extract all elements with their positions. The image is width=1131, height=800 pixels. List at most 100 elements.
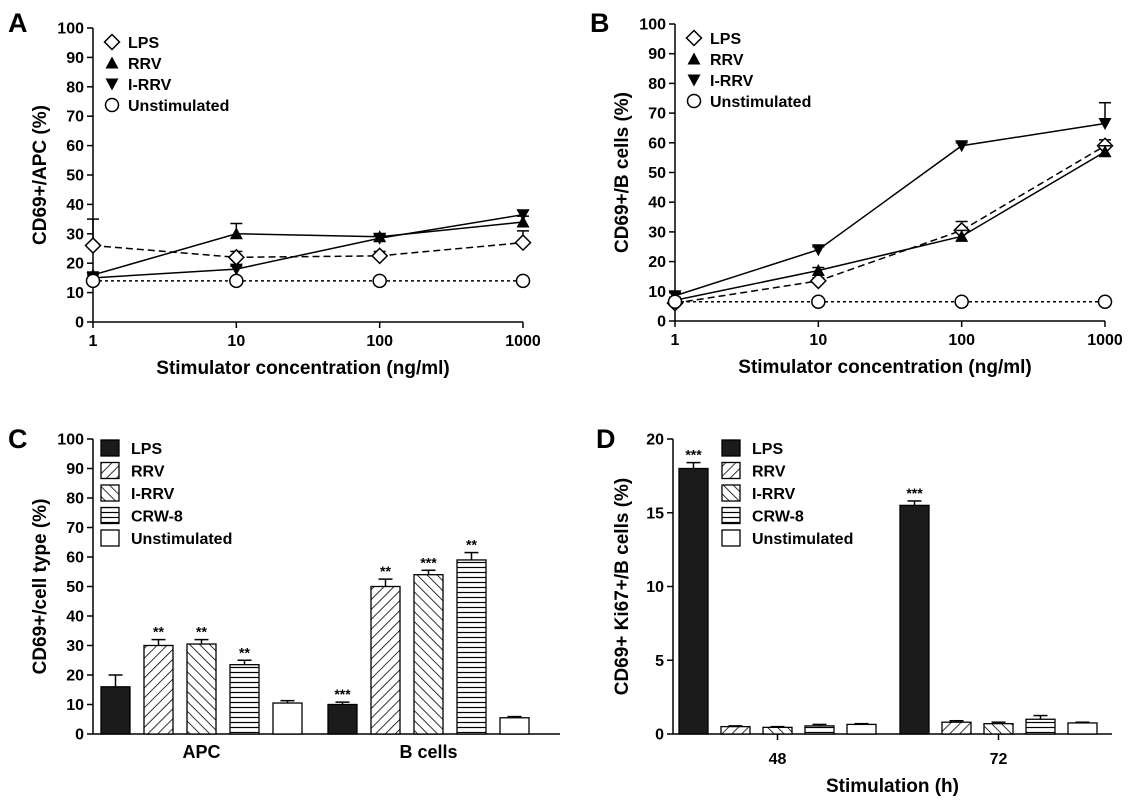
y-tick-label: 20 (648, 254, 666, 271)
bar-rrv (143, 644, 174, 735)
panel-letter-c: C (8, 424, 28, 454)
bar-rrv (720, 725, 751, 735)
data-point (372, 273, 387, 289)
legend-label: I-RRV (131, 486, 175, 503)
bar-rrv (941, 721, 972, 735)
category-label: 48 (769, 751, 787, 768)
legend-swatch (100, 461, 120, 480)
legend-label: Unstimulated (710, 94, 811, 111)
legend-label: RRV (128, 56, 162, 73)
y-tick-label: 90 (66, 50, 84, 67)
data-point (1098, 117, 1112, 130)
legend-marker (105, 56, 119, 69)
legend-label: CRW-8 (752, 509, 804, 526)
data-point (955, 229, 969, 242)
data-point (1097, 294, 1113, 309)
significance-label: ** (196, 624, 207, 640)
y-tick-label: 10 (66, 697, 84, 714)
chart-panel-c: 0 10 20 30 40 50 60 70 80 90 100 CD69+/cell type (%… (30, 432, 560, 762)
data-point (84, 236, 102, 255)
y-tick-label: 15 (646, 505, 664, 522)
series-line (92, 241, 524, 259)
y-tick-label: 10 (646, 579, 664, 596)
category-label: B cells (399, 742, 457, 762)
series-line (674, 122, 1106, 297)
legend-marker (687, 74, 701, 87)
bar-i-rrv (762, 726, 793, 735)
significance-label: *** (906, 485, 923, 501)
series-line (92, 213, 524, 279)
legend-label: LPS (710, 31, 741, 48)
y-axis-title: CD69+/cell type (%) (30, 499, 51, 675)
x-tick-label: 10 (809, 332, 827, 349)
legend-label: I-RRV (128, 77, 172, 94)
legend-label: Unstimulated (131, 531, 232, 548)
y-tick-label: 40 (66, 197, 84, 214)
data-point (229, 273, 244, 289)
legend-marker (103, 33, 121, 51)
y-tick-label: 40 (66, 609, 84, 626)
data-point (229, 227, 243, 240)
legend-label: LPS (752, 441, 783, 458)
y-tick-label: 80 (66, 491, 84, 508)
y-tick-label: 70 (66, 109, 84, 126)
bar-unstimulated (272, 702, 303, 735)
legend-label: I-RRV (752, 486, 796, 503)
data-point (954, 294, 969, 309)
data-point (514, 234, 532, 252)
legend-swatch (721, 439, 741, 457)
bar-rrv (370, 585, 401, 735)
series-unstimulated (667, 294, 1113, 309)
y-tick-label: 50 (648, 165, 666, 182)
legend: LPS RRV I-RRV Unstimulated (103, 33, 229, 115)
legend-label: LPS (131, 441, 162, 458)
series-lps (666, 137, 1114, 312)
series-rrv (668, 145, 1112, 306)
legend-marker (104, 97, 120, 113)
bar-lps (327, 703, 358, 735)
legend-swatch (100, 529, 120, 547)
legend: LPS RRV I-RRV CRW-8 Unstimulated (721, 439, 853, 548)
y-tick-label: 100 (57, 21, 84, 38)
y-tick-label: 20 (66, 256, 84, 273)
y-tick-label: 0 (75, 727, 84, 744)
y-axis-title: CD69+ Ki67+/B cells (%) (612, 478, 633, 696)
legend-label: I-RRV (710, 73, 754, 90)
legend-swatch (721, 484, 741, 502)
significance-label: ** (466, 537, 477, 553)
data-point (371, 247, 389, 265)
legend-marker (105, 78, 119, 91)
data-point (811, 244, 825, 257)
y-tick-label: 20 (66, 668, 84, 685)
legend-label: CRW-8 (131, 509, 183, 526)
data-point (516, 209, 530, 222)
y-tick-label: 70 (66, 520, 84, 537)
x-tick-label: 100 (366, 333, 393, 350)
y-axis-title: CD69+/B cells (%) (612, 92, 633, 253)
significance-label: *** (334, 686, 351, 702)
category-label: 72 (990, 751, 1008, 768)
series-unstimulated (85, 273, 531, 289)
x-tick-label: 10 (227, 333, 245, 350)
legend-label: Unstimulated (128, 98, 229, 115)
y-tick-label: 60 (66, 550, 84, 567)
legend-swatch (721, 506, 741, 525)
category-72: *** 72 (899, 485, 1098, 768)
legend-swatch (100, 506, 120, 525)
legend-label: RRV (131, 464, 165, 481)
legend-marker (685, 29, 703, 47)
chart-panel-a: 0 10 20 30 40 50 60 70 80 90 100 CD69+/APC (%) 1 10 10… (30, 21, 541, 380)
y-tick-label: 30 (648, 224, 666, 241)
data-point (811, 264, 825, 277)
y-tick-label: 100 (57, 432, 84, 449)
series-i-rrv (668, 101, 1112, 303)
x-tick-label: 100 (948, 332, 975, 349)
y-tick-label: 10 (648, 284, 666, 301)
bar-lps (899, 504, 930, 735)
y-tick-label: 100 (639, 17, 666, 34)
bar-lps (100, 686, 131, 735)
bar-unstimulated (1067, 722, 1098, 735)
category-b-cells: **********B cells (327, 537, 530, 762)
data-point (1098, 145, 1112, 158)
significance-label: *** (420, 554, 437, 570)
